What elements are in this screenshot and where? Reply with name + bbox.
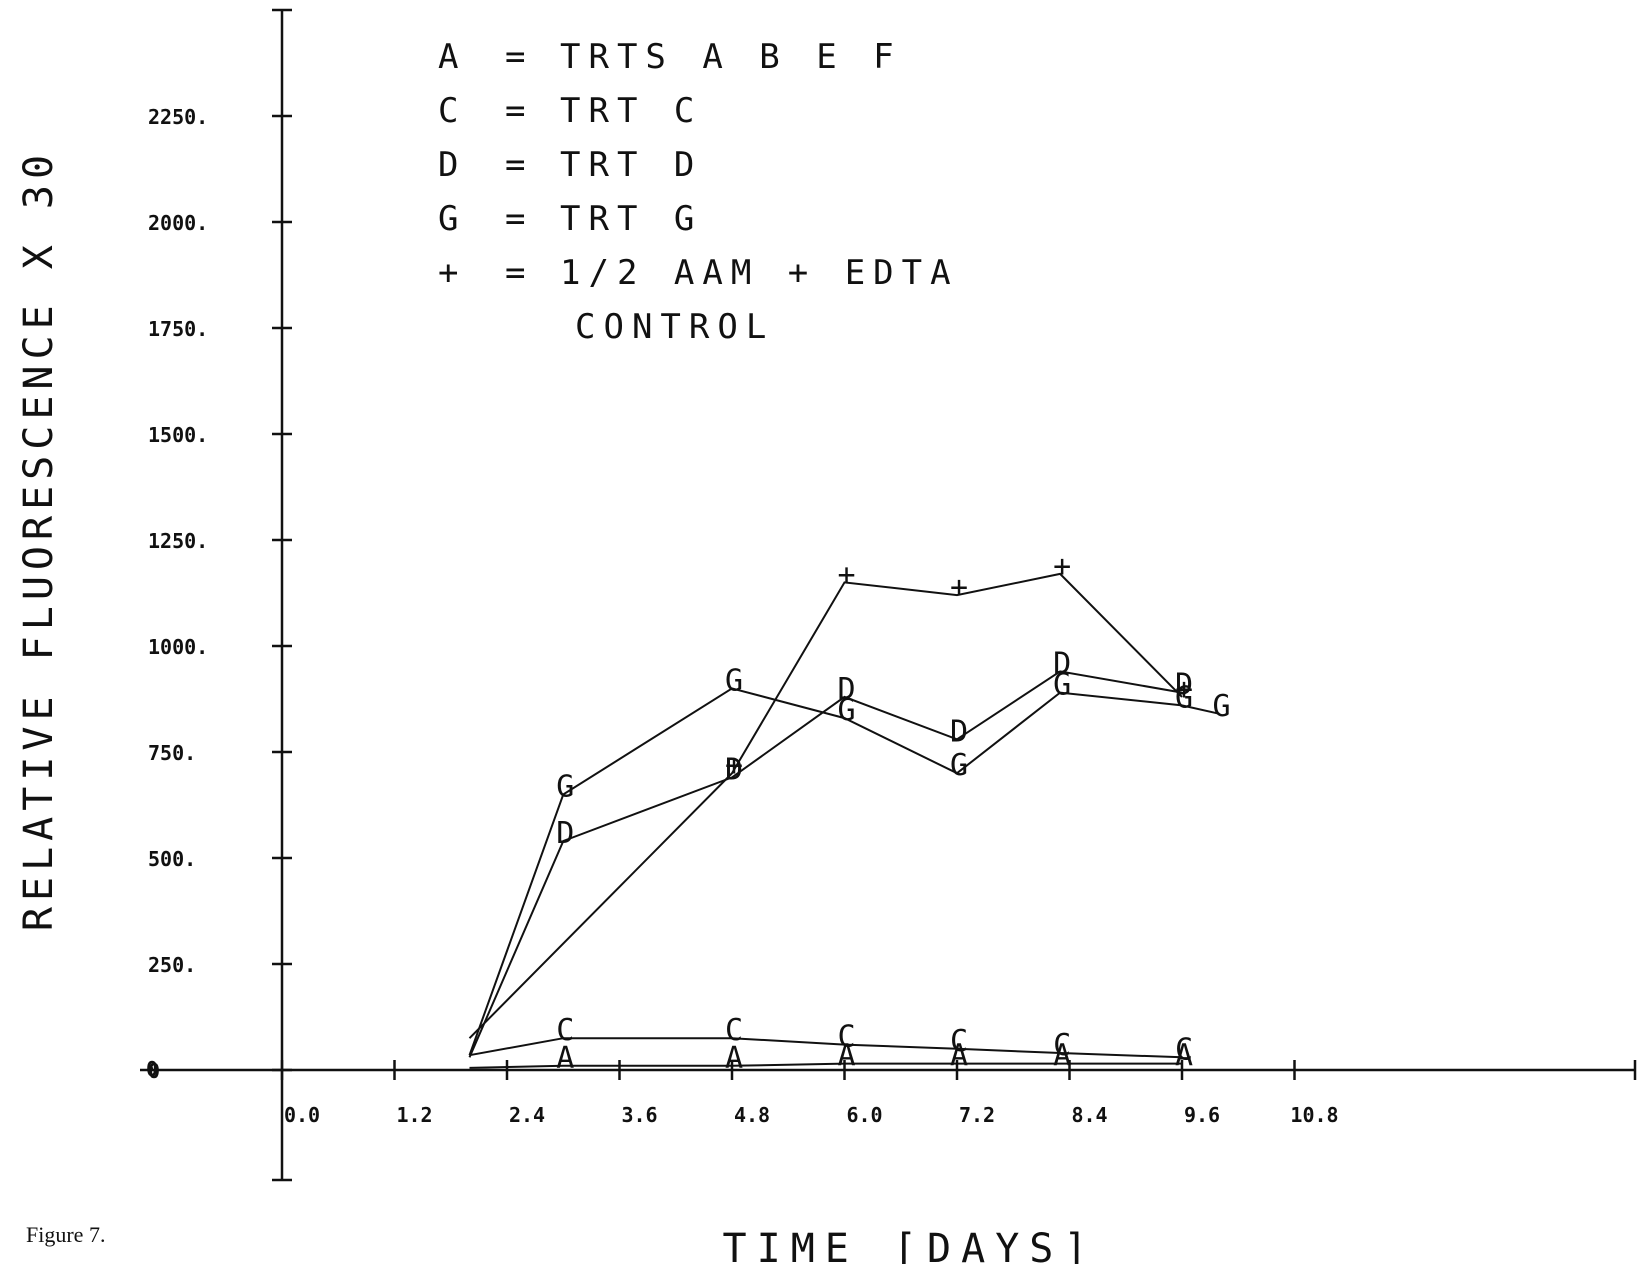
series-line-d xyxy=(468,670,1183,1058)
series-marker-d: D xyxy=(1175,668,1193,703)
x-axis-label: TIME [DAYS] xyxy=(723,1226,1098,1264)
series-marker-g: G xyxy=(556,769,574,804)
legend-entry-text: TRT G xyxy=(560,199,702,239)
origin-label: 0 xyxy=(146,1057,158,1081)
series-marker-a: A xyxy=(950,1039,968,1074)
legend-equals: = xyxy=(505,145,525,185)
series-marker-c: C xyxy=(837,1020,855,1055)
legend-symbol: G xyxy=(438,199,458,239)
series-marker-c: C xyxy=(725,1013,743,1048)
series-marker-a: A xyxy=(556,1041,574,1076)
series-marker-c: C xyxy=(1175,1032,1193,1067)
legend-entry-text: TRT D xyxy=(560,145,702,185)
legend-equals: = xyxy=(505,199,525,239)
series-marker-a: A xyxy=(837,1039,855,1074)
series-line-c xyxy=(469,1037,1183,1059)
y-tick-label: 2250. xyxy=(148,105,208,129)
series-marker-plus: + xyxy=(837,557,855,592)
series-marker-d: D xyxy=(556,816,574,851)
series-marker-plus: + xyxy=(725,748,743,783)
x-tick-label: 4.8 xyxy=(734,1103,770,1127)
series-marker-g: G xyxy=(725,663,743,698)
figure-caption: Figure 7. xyxy=(26,1222,106,1247)
series-marker-c: C xyxy=(950,1024,968,1059)
series-marker-g: G xyxy=(1175,680,1193,715)
series-marker-g: G xyxy=(1212,689,1230,724)
series-marker-a: A xyxy=(725,1041,743,1076)
series-marker-g: G xyxy=(837,693,855,728)
legend-entry-text: TRT C xyxy=(560,91,702,131)
y-tick-label: 1500. xyxy=(148,423,208,447)
legend-entry-text: TRTS A B E F xyxy=(560,37,902,77)
legend-symbol: D xyxy=(438,145,458,185)
legend-entry-text: 1/2 AAM + EDTA xyxy=(560,253,959,293)
series-marker-plus: + xyxy=(950,570,968,605)
y-tick-label: 1250. xyxy=(148,529,208,553)
series-marker-a: A xyxy=(1175,1039,1193,1074)
series-marker-d: D xyxy=(1053,646,1071,681)
y-tick-label: 2000. xyxy=(148,211,208,235)
legend-symbol: + xyxy=(438,253,458,293)
x-tick-label: 8.4 xyxy=(1071,1103,1107,1127)
series-marker-c: C xyxy=(1053,1028,1071,1063)
legend-symbol: C xyxy=(438,91,458,131)
series-marker-g: G xyxy=(950,748,968,783)
series-line-a xyxy=(469,1062,1182,1069)
series-marker-plus: + xyxy=(1053,549,1071,584)
y-tick-label: 1000. xyxy=(148,635,208,659)
y-ticks: 0 250. 500. 750. 1000. 1250. 1500. 1750. 2000. 22… xyxy=(148,105,292,1083)
x-tick-label: 3.6 xyxy=(621,1103,657,1127)
series-marker-d: D xyxy=(950,714,968,749)
series-marker-c: C xyxy=(556,1013,574,1048)
x-tick-label: 2.4 xyxy=(509,1103,545,1127)
axes xyxy=(140,8,1635,1182)
series-line-plus xyxy=(468,572,1183,1039)
x-tick-label: 0.0 xyxy=(284,1103,320,1127)
series-marker-d: D xyxy=(725,752,743,787)
series-line-g xyxy=(468,687,1220,1056)
series-marker-a: A xyxy=(1053,1039,1071,1074)
x-tick-label: 9.6 xyxy=(1184,1103,1220,1127)
y-tick-label: 0 xyxy=(148,1059,160,1083)
series-marker-d: D xyxy=(837,672,855,707)
legend-symbol: A xyxy=(438,37,458,77)
y-tick-label: 500. xyxy=(148,847,196,871)
series-marker-plus: + xyxy=(1175,672,1193,707)
legend-equals: = xyxy=(505,253,525,293)
legend-entry-text: CONTROL xyxy=(575,307,774,347)
legend-equals: = xyxy=(505,37,525,77)
legend-equals: = xyxy=(505,91,525,131)
series-marker-g: G xyxy=(1053,668,1071,703)
x-tick-label: 7.2 xyxy=(959,1103,995,1127)
x-tick-label: 10.8 xyxy=(1290,1103,1338,1127)
y-axis-label: RELATIVE FLUORESCENCE X 30 xyxy=(16,149,62,931)
y-tick-label: 750. xyxy=(148,741,196,765)
y-tick-label: 1750. xyxy=(148,317,208,341)
legend: A = TRTS A B E F C = TRT C D = TRT D G = TRT G + = 1/2… xyxy=(438,37,959,347)
x-ticks: 0.0 1.2 2.4 3.6 4.8 6.0 7.2 8.4 9.6 10.8 0 xyxy=(146,1057,1637,1127)
x-tick-label: 1.2 xyxy=(396,1103,432,1127)
x-tick-label: 6.0 xyxy=(846,1103,882,1127)
y-tick-label: 250. xyxy=(148,953,196,977)
